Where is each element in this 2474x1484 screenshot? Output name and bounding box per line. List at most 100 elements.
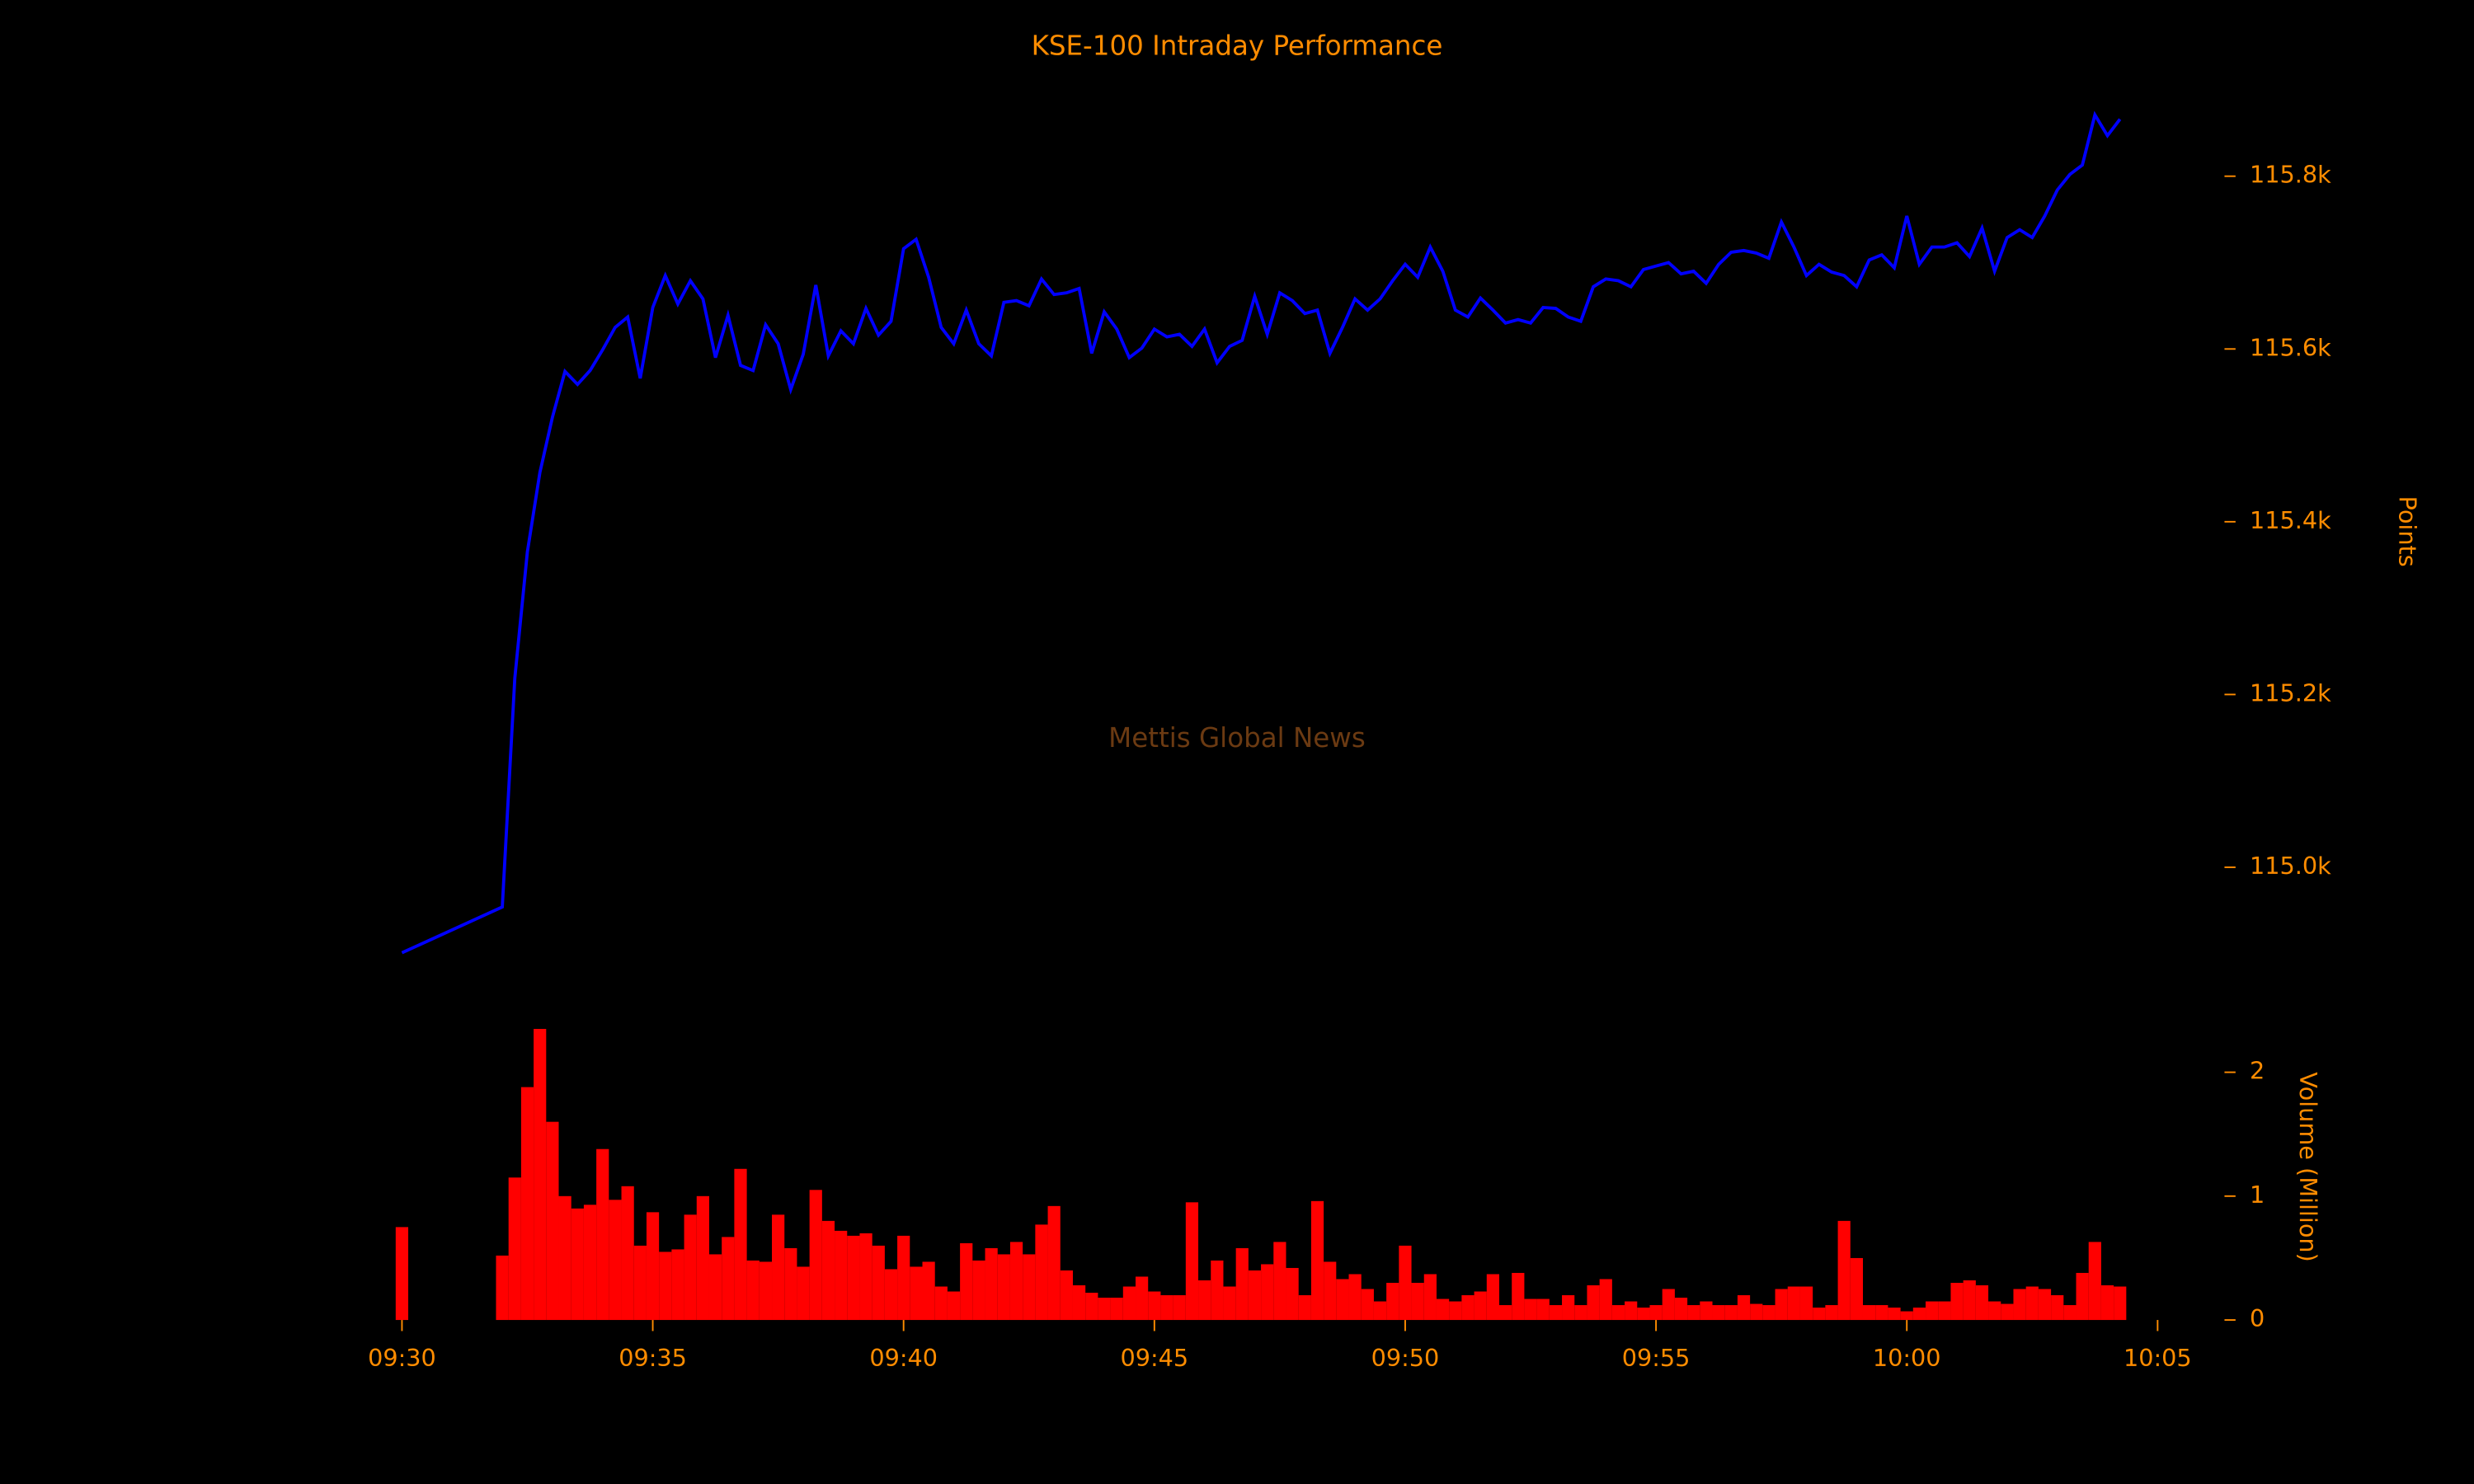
volume-bar [1512,1272,1525,1321]
y-tick-label: 1 [2250,1181,2265,1209]
volume-bar [659,1252,672,1321]
volume-bar [1436,1298,1450,1321]
volume-bar [910,1266,923,1321]
volume-bar [1825,1305,1838,1321]
volume-bar [1310,1200,1324,1321]
x-tick-label: 09:30 [368,1344,436,1372]
volume-bar [1524,1298,1537,1321]
x-tick-label: 09:50 [1371,1344,1440,1372]
y-tick-label: 115.8k [2250,161,2331,189]
volume-bar [1085,1293,1098,1321]
volume-bar [784,1247,797,1321]
x-tick-label: 09:35 [618,1344,687,1372]
x-tick-label: 09:45 [1120,1344,1188,1372]
volume-bar [884,1269,898,1321]
volume-bar [1587,1284,1600,1321]
volume-bar [1649,1305,1663,1321]
volume-bar [847,1235,860,1321]
volume-bar [1261,1264,1274,1321]
volume-bar [772,1214,785,1321]
volume-bar [1072,1284,1086,1321]
volume-bar [1687,1305,1700,1321]
volume-bar [1988,1301,2001,1321]
x-tick-label: 09:40 [869,1344,938,1372]
volume-bar [972,1260,985,1321]
volume-bar [1211,1260,1224,1321]
volume-bar [1198,1280,1211,1321]
volume-bar [809,1190,822,1321]
volume-bar [1185,1202,1199,1321]
volume-bar [1373,1301,1387,1321]
volume-bar [1449,1301,1462,1321]
volume-bar [2038,1289,2052,1321]
volume-bar [997,1254,1010,1321]
volume-bar [835,1230,848,1321]
volume-bar [1611,1305,1625,1321]
volume-bar [1762,1305,1776,1321]
volume-bar [1173,1295,1186,1321]
volume-bar [1574,1305,1587,1321]
volume-bar [496,1255,509,1321]
x-tick-label: 10:00 [1873,1344,1941,1372]
volume-bar [1461,1295,1475,1321]
volume-bar [1324,1261,1337,1321]
volume-bar [534,1028,547,1321]
volume-bar [1009,1242,1023,1321]
volume-bar [821,1220,835,1321]
volume-bar [571,1208,584,1321]
volume-bar [684,1214,697,1321]
volume-bar [1837,1220,1851,1321]
y-tick-label: 115.4k [2250,506,2331,534]
volume-bar [1900,1311,1913,1321]
volume-bar [1223,1286,1236,1321]
volume-bar [1423,1274,1437,1321]
y-tick-label: 115.6k [2250,333,2331,361]
volume-bar [2051,1295,2064,1321]
volume-bar [508,1177,521,1321]
volume-bar [1562,1295,1575,1321]
volume-bar [1273,1242,1286,1321]
volume-bar [596,1148,609,1321]
volume-bar [734,1168,747,1321]
volume-bar [1724,1305,1738,1321]
volume-bar [922,1261,935,1321]
volume-bar [621,1186,634,1321]
volume-bar [1938,1301,1951,1321]
volume-bar [1700,1301,1713,1321]
volume-bar [633,1245,647,1321]
x-tick-label: 10:05 [2124,1344,2192,1372]
volume-bar [2001,1303,2014,1321]
y-axis-label: Volume (Million) [2294,1072,2322,1262]
volume-bar [1399,1245,1412,1321]
volume-bar [934,1286,948,1321]
volume-bar [395,1227,409,1321]
volume-bar [2063,1305,2077,1321]
volume-bar [1098,1298,1111,1321]
volume-bar [797,1266,810,1321]
volume-bar [609,1200,622,1321]
volume-bar [1023,1254,1036,1321]
volume-bar [1047,1205,1061,1321]
volume-bar [1662,1289,1675,1321]
volume-bar [1160,1295,1174,1321]
volume-bar [583,1205,597,1321]
volume-bar [1474,1291,1487,1321]
volume-bar [1637,1308,1650,1321]
volume-bar [1235,1247,1249,1321]
volume-bar [1775,1289,1788,1321]
volume-bar [1499,1305,1512,1321]
volume-bar [708,1254,722,1321]
volume-bar [1963,1280,1976,1321]
volume-bar [1625,1301,1638,1321]
volume-bar [1950,1282,1964,1321]
volume-bar [1248,1270,1262,1321]
volume-bar [1599,1279,1612,1321]
volume-bar [1136,1276,1149,1321]
volume-bar [671,1249,684,1321]
volume-bar [2076,1272,2089,1321]
volume-bar [1110,1298,1123,1321]
chart-title: KSE-100 Intraday Performance [1032,30,1443,61]
volume-bar [646,1212,660,1321]
